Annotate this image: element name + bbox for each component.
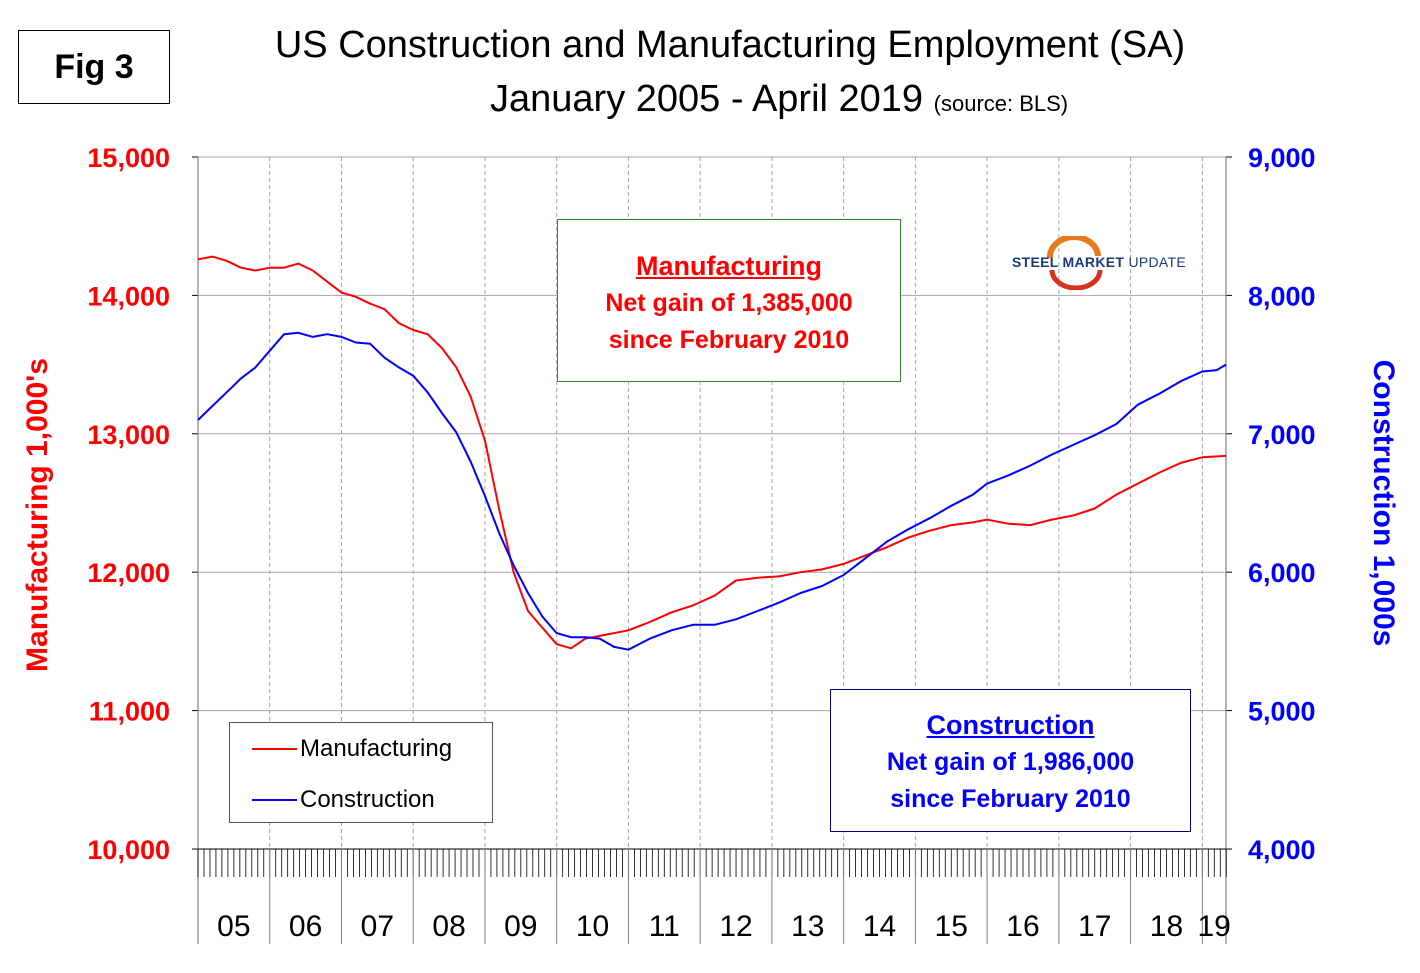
subtitle-dates: January 2005 - April 2019 bbox=[490, 78, 924, 120]
construction-annotation-head: Construction bbox=[926, 710, 1095, 740]
chart-subtitle: January 2005 - April 2019 (source: BLS) bbox=[490, 76, 1068, 127]
x-tick-labels: 05 06 07 08 09 10 11 12 13 14 15 16 17 18 19 bbox=[217, 910, 1231, 943]
x-tick-label: 05 bbox=[217, 910, 250, 943]
x-tick-label: 07 bbox=[361, 910, 394, 943]
x-tick-label: 12 bbox=[719, 910, 752, 943]
x-tick-label: 19 bbox=[1197, 910, 1230, 943]
source-note: (source: BLS) bbox=[933, 91, 1069, 116]
x-tick-label: 18 bbox=[1150, 910, 1183, 943]
legend-label-construction: Construction bbox=[300, 786, 435, 813]
x-tick-label: 10 bbox=[576, 910, 609, 943]
x-tick-label: 15 bbox=[935, 910, 968, 943]
y-right-tick-label: 7,000 bbox=[1248, 420, 1316, 450]
axes bbox=[192, 156, 1232, 944]
figure-label: Fig 3 bbox=[18, 30, 170, 104]
y-right-tick-label: 4,000 bbox=[1248, 835, 1316, 865]
legend-label-manufacturing: Manufacturing bbox=[300, 735, 453, 762]
y-left-tick-label: 10,000 bbox=[87, 835, 170, 865]
y-left-axis-title: Manufacturing 1,000's bbox=[21, 358, 54, 672]
x-tick-label: 14 bbox=[863, 910, 896, 943]
logo-text-bold: STEEL MARKET bbox=[1012, 254, 1125, 270]
manufacturing-annotation-line1: Net gain of 1,385,000 bbox=[605, 289, 853, 317]
y-right-tick-label: 6,000 bbox=[1248, 558, 1316, 588]
logo-text-light: UPDATE bbox=[1128, 254, 1187, 270]
y-left-tick-label: 15,000 bbox=[87, 143, 170, 173]
y-right-tick-label: 5,000 bbox=[1248, 697, 1316, 727]
construction-annotation-line2: since February 2010 bbox=[890, 785, 1131, 813]
legend-item-manufacturing: Manufacturing bbox=[252, 735, 452, 763]
legend-item-construction: Construction bbox=[252, 786, 435, 814]
y-right-axis-title: Construction 1,000s bbox=[1367, 359, 1400, 647]
manufacturing-annotation: Manufacturing Net gain of 1,385,000 sinc… bbox=[557, 219, 901, 382]
manufacturing-annotation-head: Manufacturing bbox=[636, 251, 822, 281]
y-right-tick-label: 8,000 bbox=[1248, 281, 1316, 311]
series-line-manufacturing bbox=[197, 255, 1227, 650]
x-tick-label: 09 bbox=[504, 910, 537, 943]
y-right-tick-label: 9,000 bbox=[1248, 143, 1316, 173]
y-left-tick-label: 14,000 bbox=[87, 281, 170, 311]
y-left-tick-label: 12,000 bbox=[87, 558, 170, 588]
x-tick-label: 17 bbox=[1078, 910, 1111, 943]
x-tick-label: 13 bbox=[791, 910, 824, 943]
series-line-construction bbox=[197, 331, 1227, 651]
series-lines bbox=[197, 255, 1227, 651]
legend-swatch-manufacturing bbox=[252, 748, 297, 750]
y-left-tick-label: 11,000 bbox=[89, 697, 170, 727]
construction-annotation-line1: Net gain of 1,986,000 bbox=[886, 748, 1135, 776]
logo-swoosh-icon bbox=[1046, 236, 1103, 290]
logo-text: STEEL MARKET UPDATE bbox=[1012, 254, 1186, 270]
legend-swatch-construction bbox=[252, 799, 297, 801]
steel-market-update-logo: STEEL MARKET UPDATE bbox=[1012, 236, 1202, 290]
y-left-tick-labels: 10,000 11,000 12,000 13,000 14,000 15,000 bbox=[87, 143, 170, 865]
manufacturing-annotation-line2: since February 2010 bbox=[608, 326, 850, 354]
chart-title: US Construction and Manufacturing Employ… bbox=[274, 24, 1186, 66]
y-left-tick-label: 13,000 bbox=[87, 420, 170, 450]
x-tick-label: 06 bbox=[289, 910, 322, 943]
construction-annotation: Construction Net gain of 1,986,000 since… bbox=[830, 689, 1191, 832]
x-tick-label: 11 bbox=[649, 910, 680, 943]
legend: Manufacturing Construction bbox=[229, 722, 493, 823]
x-tick-label: 08 bbox=[432, 910, 465, 943]
x-tick-label: 16 bbox=[1006, 910, 1039, 943]
y-right-tick-labels: 4,000 5,000 6,000 7,000 8,000 9,000 bbox=[1248, 143, 1316, 865]
